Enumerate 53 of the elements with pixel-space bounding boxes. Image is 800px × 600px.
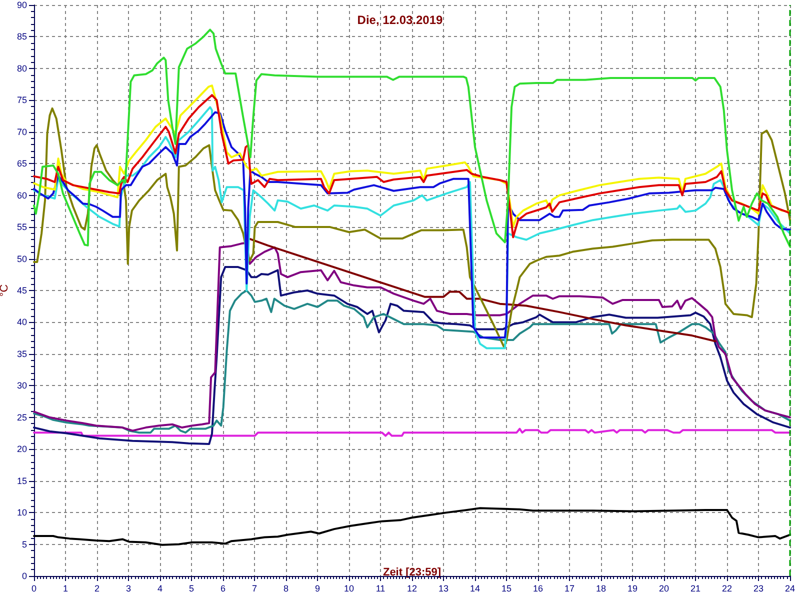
y-tick-label: 35 (16, 348, 27, 359)
y-tick-label: 40 (16, 317, 27, 328)
y-tick-label: 50 (16, 254, 27, 264)
x-tick-label: 15 (501, 584, 512, 594)
x-tick-label: 20 (658, 584, 670, 594)
x-tick-label: 1 (62, 584, 68, 594)
x-tick-label: 0 (31, 584, 37, 594)
y-tick-label: 10 (16, 508, 27, 518)
x-tick-label: 19 (627, 584, 638, 594)
line-series (33, 428, 791, 437)
y-tick-label: 80 (16, 63, 27, 74)
line-series (33, 290, 791, 434)
line-series (33, 28, 791, 248)
y-tick-label: 55 (16, 222, 27, 232)
line-series (33, 507, 791, 546)
x-tick-label: 22 (722, 584, 732, 594)
x-tick-label: 17 (564, 584, 575, 594)
y-tick-label: 60 (16, 190, 27, 200)
x-tick-label: 5 (188, 584, 194, 594)
y-tick-label: 30 (16, 380, 27, 391)
x-tick-label: 16 (532, 584, 544, 594)
text: Die, 12.03.2019 (357, 13, 444, 27)
x-tick-label: 4 (157, 584, 163, 594)
y-tick-label: 70 (16, 126, 27, 137)
x-tick-label: 21 (690, 584, 701, 594)
x-tick-label: 23 (753, 584, 764, 594)
x-tick-label: 14 (470, 584, 480, 594)
x-tick-label: 2 (94, 584, 100, 594)
y-tick-label: 65 (16, 158, 27, 169)
y-axis-title: °C (0, 284, 10, 297)
x-tick-label: 10 (344, 584, 354, 594)
x-tick-label: 18 (596, 584, 606, 594)
y-tick-label: 75 (16, 95, 27, 106)
line-series (33, 266, 791, 446)
x-tick-label: 3 (126, 584, 132, 594)
line-series (33, 242, 791, 432)
y-tick-label: 45 (16, 286, 27, 296)
x-axis-title: Zeit [23:59] (382, 566, 442, 578)
x-tick-label: 9 (314, 584, 320, 594)
y-tick-label: 15 (16, 476, 27, 486)
x-tick-label: 13 (438, 584, 449, 594)
y-tick-label: 85 (16, 32, 27, 42)
y-tick-label: 90 (16, 0, 27, 10)
y-tick-label: 0 (22, 571, 27, 581)
x-tick-label: 11 (376, 584, 386, 594)
x-tick-label: 24 (784, 584, 796, 594)
x-tick-label: 12 (406, 584, 418, 594)
x-tick-label: 7 (252, 584, 258, 594)
x-tick-label: 8 (283, 584, 289, 594)
y-tick-label: 5 (22, 539, 27, 550)
y-tick-label: 20 (16, 444, 27, 454)
x-tick-label: 6 (220, 584, 226, 594)
y-tick-label: 25 (16, 412, 27, 422)
